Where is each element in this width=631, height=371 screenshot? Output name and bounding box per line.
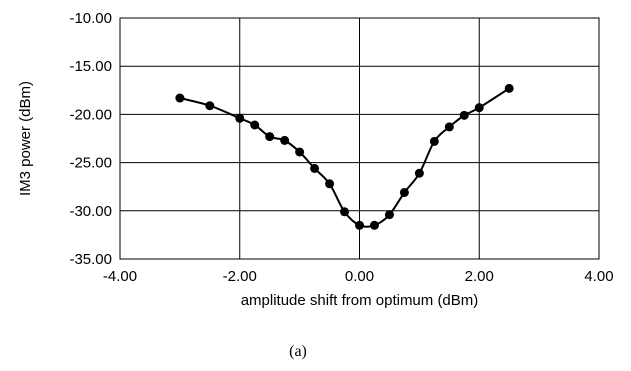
series-line xyxy=(179,87,510,228)
y-tick-label: -25.00 xyxy=(69,155,112,172)
plot-area-frame xyxy=(119,17,600,260)
figure-caption: (a) xyxy=(289,343,307,360)
x-tick-labels: -4.00 -2.00 0.00 2.00 4.00 xyxy=(103,268,614,285)
data-point xyxy=(399,187,409,197)
y-tick-labels: -10.00 -15.00 -20.00 -25.00 -30.00 -35.00 xyxy=(69,10,112,268)
data-point xyxy=(175,93,185,103)
x-tick-label: 0.00 xyxy=(345,268,374,285)
x-tick-label: -4.00 xyxy=(103,268,137,285)
data-point xyxy=(265,132,275,142)
data-point xyxy=(235,113,245,123)
data-point xyxy=(384,210,394,220)
x-tick-label: 2.00 xyxy=(465,268,494,285)
data-point xyxy=(474,103,484,113)
y-tick-label: -35.00 xyxy=(69,251,112,268)
y-tick-label: -10.00 xyxy=(69,10,112,27)
data-point xyxy=(205,101,215,111)
data-point xyxy=(504,83,514,93)
data-point xyxy=(325,179,335,189)
series-markers xyxy=(175,83,514,230)
x-axis-title: amplitude shift from optimum (dBm) xyxy=(241,292,479,309)
data-point xyxy=(459,110,469,120)
data-point xyxy=(444,122,454,132)
x-tick-label: 4.00 xyxy=(584,268,613,285)
data-point xyxy=(310,163,320,173)
data-point xyxy=(280,135,290,145)
data-point xyxy=(369,220,379,230)
y-tick-label: -15.00 xyxy=(69,58,112,75)
data-point xyxy=(414,168,424,178)
data-point xyxy=(355,220,364,230)
x-tick-label: -2.00 xyxy=(223,268,257,285)
y-axis-title: IM3 power (dBm) xyxy=(17,81,34,196)
data-point xyxy=(295,147,305,157)
data-point xyxy=(250,120,260,130)
data-point xyxy=(340,207,350,217)
data-point xyxy=(429,136,439,146)
y-tick-label: -20.00 xyxy=(69,106,112,123)
y-tick-label: -30.00 xyxy=(69,203,112,220)
